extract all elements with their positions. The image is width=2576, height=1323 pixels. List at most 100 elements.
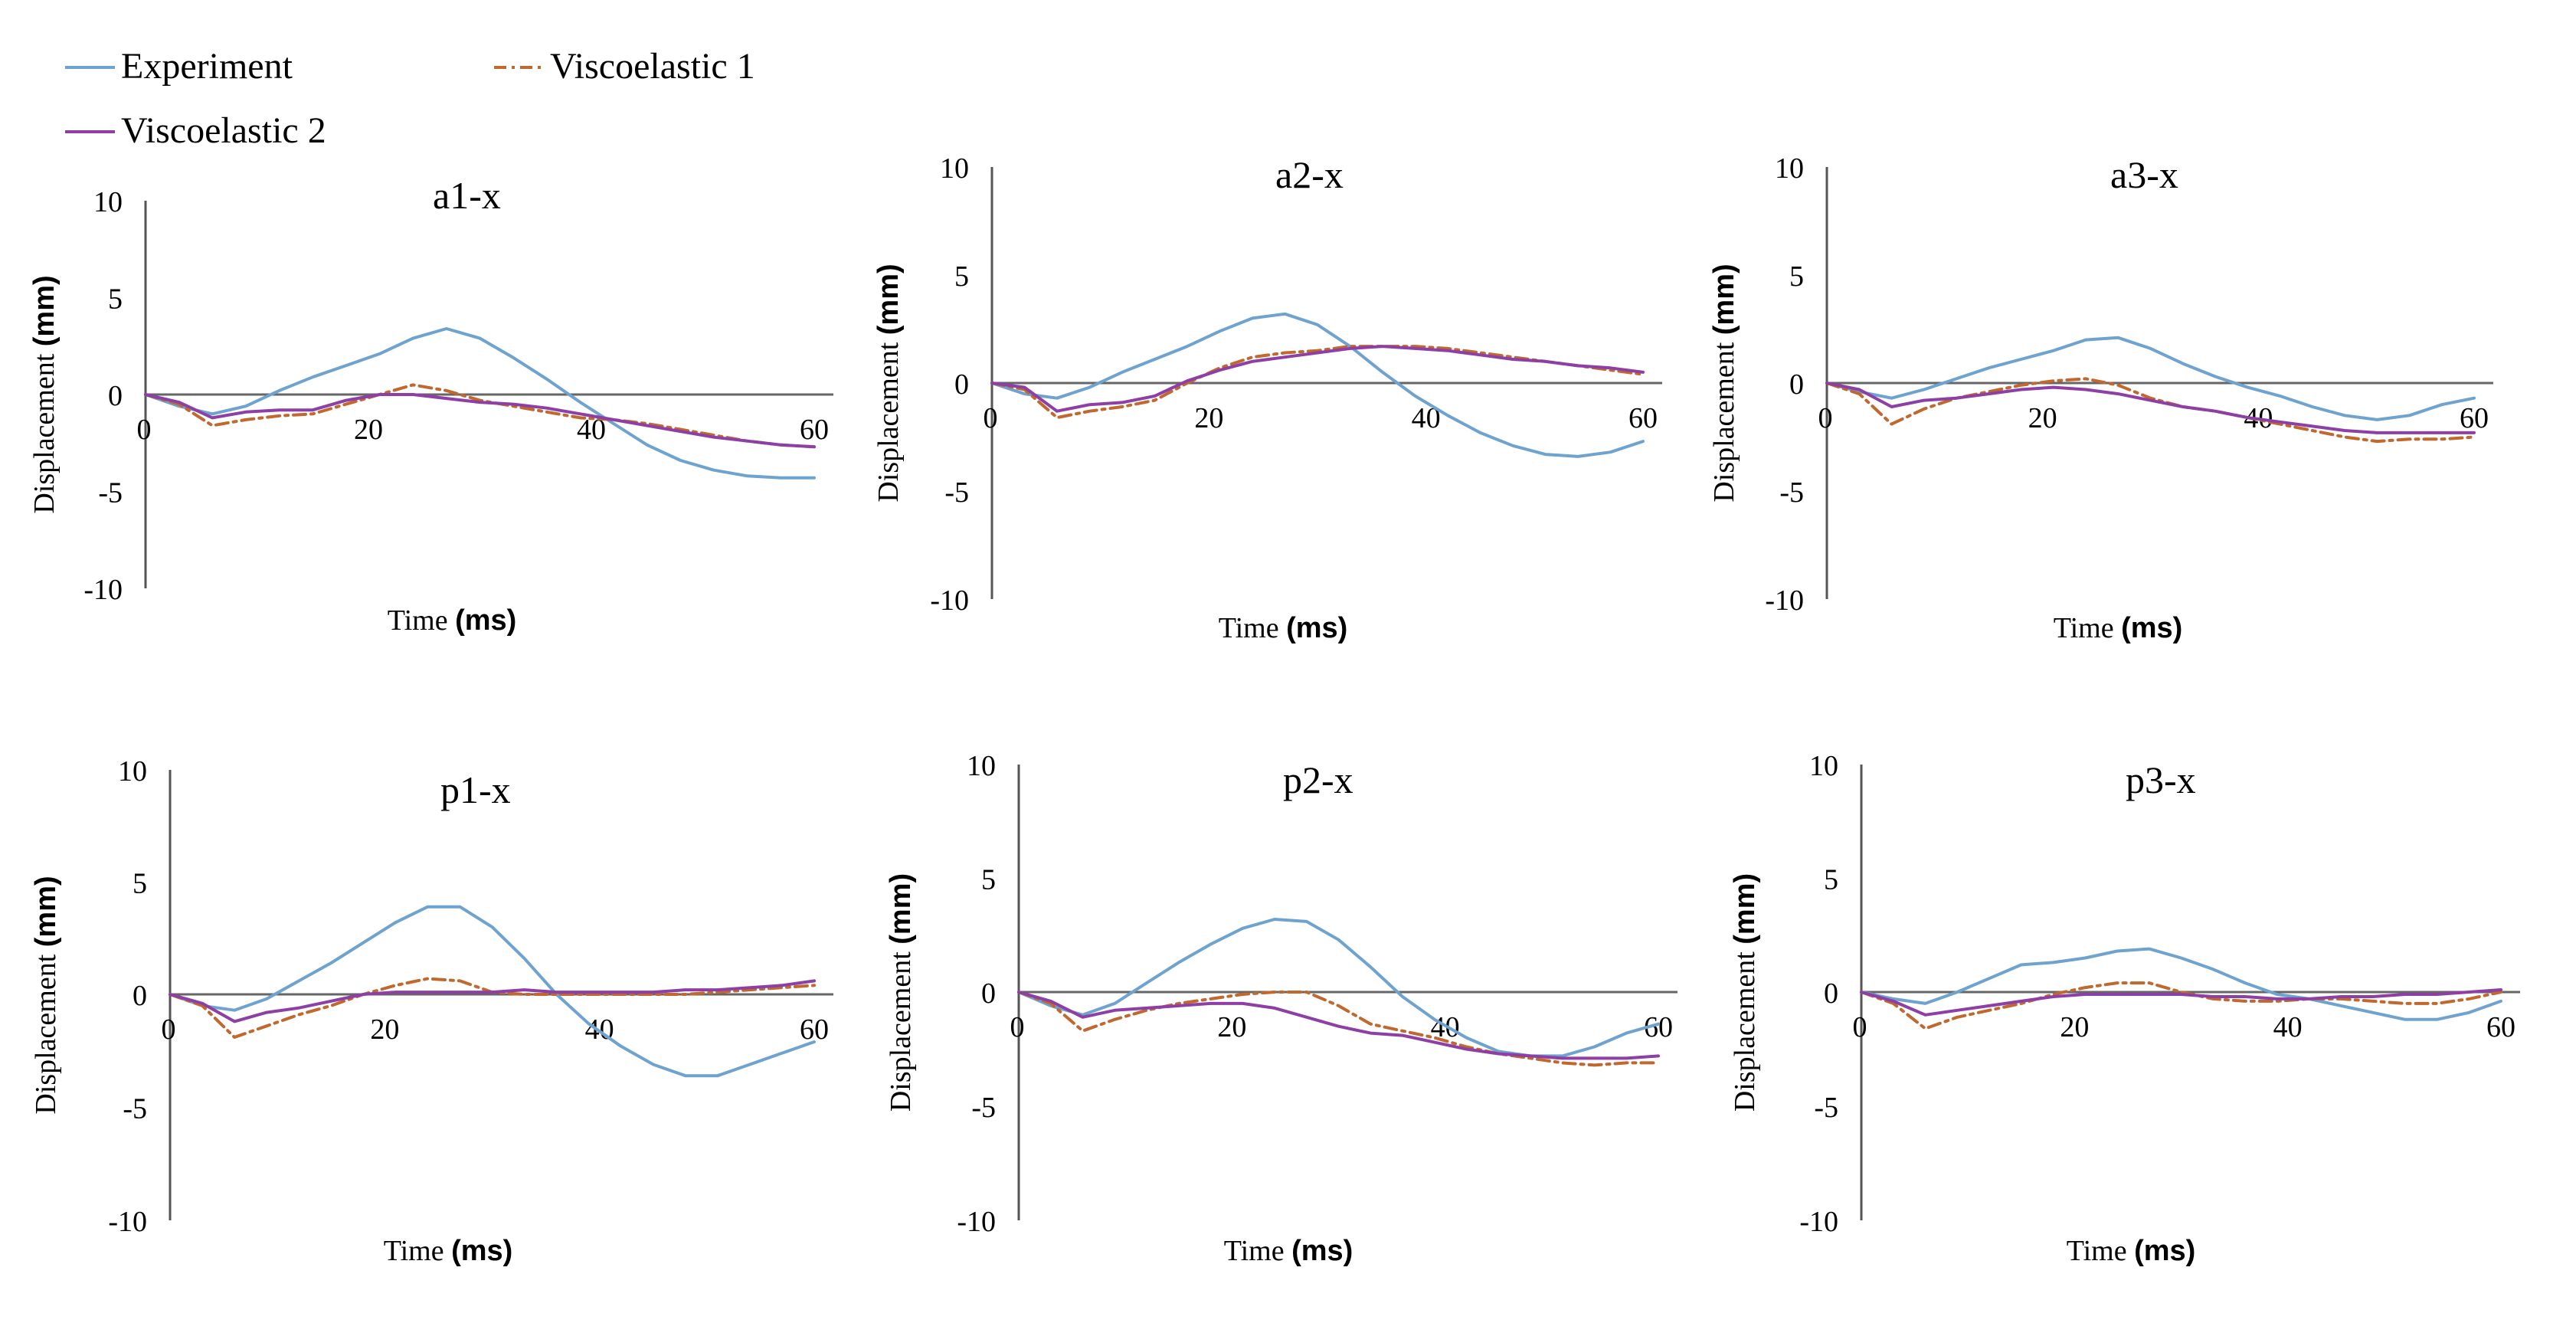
y-tick-label: 0 <box>1824 978 1838 1010</box>
y-tick-label: 5 <box>133 868 147 900</box>
y-tick-label: -10 <box>108 1206 147 1238</box>
x-tick-label: 0 <box>1853 1011 1867 1043</box>
y-tick-label: 0 <box>133 980 147 1012</box>
x-tick-label: 20 <box>1217 1011 1246 1043</box>
y-axis-label: Displacement (mm) <box>30 876 62 1114</box>
y-tick-label: -5 <box>1814 1092 1838 1124</box>
chart-panel-p3-x: p3-x 10 5 0 -5 -10 0 20 40 60 Displacement (mm) Tim… <box>1729 750 2520 1267</box>
x-axis-unit: (ms) <box>1291 1235 1353 1267</box>
y-tick-label: -10 <box>1765 585 1804 617</box>
x-tick-label: 0 <box>1010 1011 1025 1043</box>
y-tick-label: 10 <box>1775 152 1804 185</box>
y-tick-label: -10 <box>83 574 123 606</box>
y-tick-label: 0 <box>108 380 123 412</box>
series-line-viscoelastic-2 <box>144 393 816 449</box>
chart-title: a3-x <box>2110 153 2178 196</box>
y-tick-label: -5 <box>123 1093 147 1125</box>
series-line-experiment <box>1860 947 2502 1021</box>
y-axis-label-text: Displacement <box>1729 945 1761 1112</box>
y-axis-unit: (mm) <box>872 264 905 335</box>
x-axis-label-text: Time <box>384 1235 451 1267</box>
y-tick-label: -10 <box>957 1206 996 1238</box>
y-tick-label: 5 <box>1789 260 1804 293</box>
x-axis-label: Time (ms) <box>388 604 517 637</box>
series-line-experiment <box>1825 336 2476 421</box>
y-tick-label: 0 <box>1789 368 1804 401</box>
y-tick-label: -10 <box>1799 1206 1838 1238</box>
y-axis-label: Displacement (mm) <box>885 873 917 1112</box>
x-axis-label: Time (ms) <box>384 1235 513 1267</box>
series-line-viscoelastic-1 <box>1017 991 1660 1067</box>
x-axis-label: Time (ms) <box>2054 612 2183 644</box>
series-line-viscoelastic-1 <box>169 977 816 1039</box>
y-tick-label: 10 <box>1809 750 1838 782</box>
legend-label-experiment: Experiment <box>121 46 293 87</box>
y-axis-label-text: Displacement <box>885 945 917 1112</box>
y-tick-label: 10 <box>93 186 123 218</box>
y-tick-label: -5 <box>971 1092 996 1124</box>
x-axis-label: Time (ms) <box>1224 1235 1353 1267</box>
series-line-viscoelastic-1 <box>144 383 816 449</box>
chart-title: p1-x <box>440 768 511 811</box>
y-axis-unit: (mm) <box>885 873 917 945</box>
x-axis-unit: (ms) <box>2134 1235 2195 1267</box>
chart-title: p3-x <box>2126 758 2196 801</box>
y-axis-label: Displacement (mm) <box>872 264 905 502</box>
series-line-viscoelastic-2 <box>1860 988 2502 1017</box>
x-tick-label: 20 <box>2060 1011 2089 1043</box>
y-axis-label-text: Displacement <box>1708 335 1740 502</box>
chart-grid: a1-x 10 5 0 -5 -10 0 20 40 60 Displacement (mm) Tim… <box>28 152 2520 1267</box>
y-axis-label-text: Displacement <box>28 346 61 513</box>
y-axis-unit: (mm) <box>30 876 62 947</box>
x-tick-label: 0 <box>162 1014 176 1046</box>
x-axis-label: Time (ms) <box>1219 612 1348 644</box>
y-axis-label-text: Displacement <box>872 335 905 502</box>
x-tick-label: 20 <box>2028 402 2057 434</box>
y-tick-label: 0 <box>954 368 969 401</box>
x-axis-label-text: Time <box>2067 1235 2134 1267</box>
y-tick-label: -5 <box>98 477 123 509</box>
y-axis-unit: (mm) <box>1708 264 1740 335</box>
y-tick-label: 5 <box>108 283 123 316</box>
series-line-viscoelastic-2 <box>169 979 816 1023</box>
y-tick-label: -10 <box>930 585 969 617</box>
series-line-experiment <box>169 905 816 1078</box>
y-axis-unit: (mm) <box>28 275 61 346</box>
legend: Experiment Viscoelastic 1 Viscoelastic 2 <box>65 46 755 151</box>
y-tick-label: 0 <box>981 978 996 1010</box>
chart-title: p2-x <box>1283 758 1353 801</box>
y-tick-label: -5 <box>944 476 969 509</box>
x-tick-label: 0 <box>137 414 152 446</box>
y-tick-label: 5 <box>954 260 969 293</box>
x-tick-label: 60 <box>1628 402 1658 434</box>
x-tick-label: 40 <box>2273 1011 2303 1043</box>
series-line-experiment <box>1017 918 1660 1058</box>
y-tick-label: 5 <box>981 864 996 896</box>
x-tick-label: 20 <box>1194 402 1223 434</box>
series-line-viscoelastic-1 <box>1825 377 2476 444</box>
legend-label-viscoelastic-1: Viscoelastic 1 <box>550 46 755 87</box>
x-tick-label: 60 <box>2486 1011 2515 1043</box>
y-tick-label: 10 <box>967 750 996 782</box>
x-tick-label: 60 <box>2460 402 2489 434</box>
series-line-viscoelastic-1 <box>1860 981 2502 1030</box>
x-axis-unit: (ms) <box>455 604 516 637</box>
x-axis-unit: (ms) <box>2121 612 2182 644</box>
x-axis-label-text: Time <box>2054 612 2121 644</box>
x-tick-label: 0 <box>984 402 998 434</box>
series-line-viscoelastic-2 <box>1017 991 1660 1060</box>
chart-title: a2-x <box>1275 153 1344 196</box>
x-axis-unit: (ms) <box>1286 612 1347 644</box>
y-tick-label: -5 <box>1779 476 1804 509</box>
x-tick-label: 0 <box>1818 402 1833 434</box>
x-axis-label: Time (ms) <box>2067 1235 2196 1267</box>
y-tick-label: 5 <box>1824 864 1838 896</box>
x-tick-label: 20 <box>370 1014 399 1046</box>
series-line-viscoelastic-2 <box>990 345 1645 413</box>
y-axis-label: Displacement (mm) <box>1708 264 1740 502</box>
